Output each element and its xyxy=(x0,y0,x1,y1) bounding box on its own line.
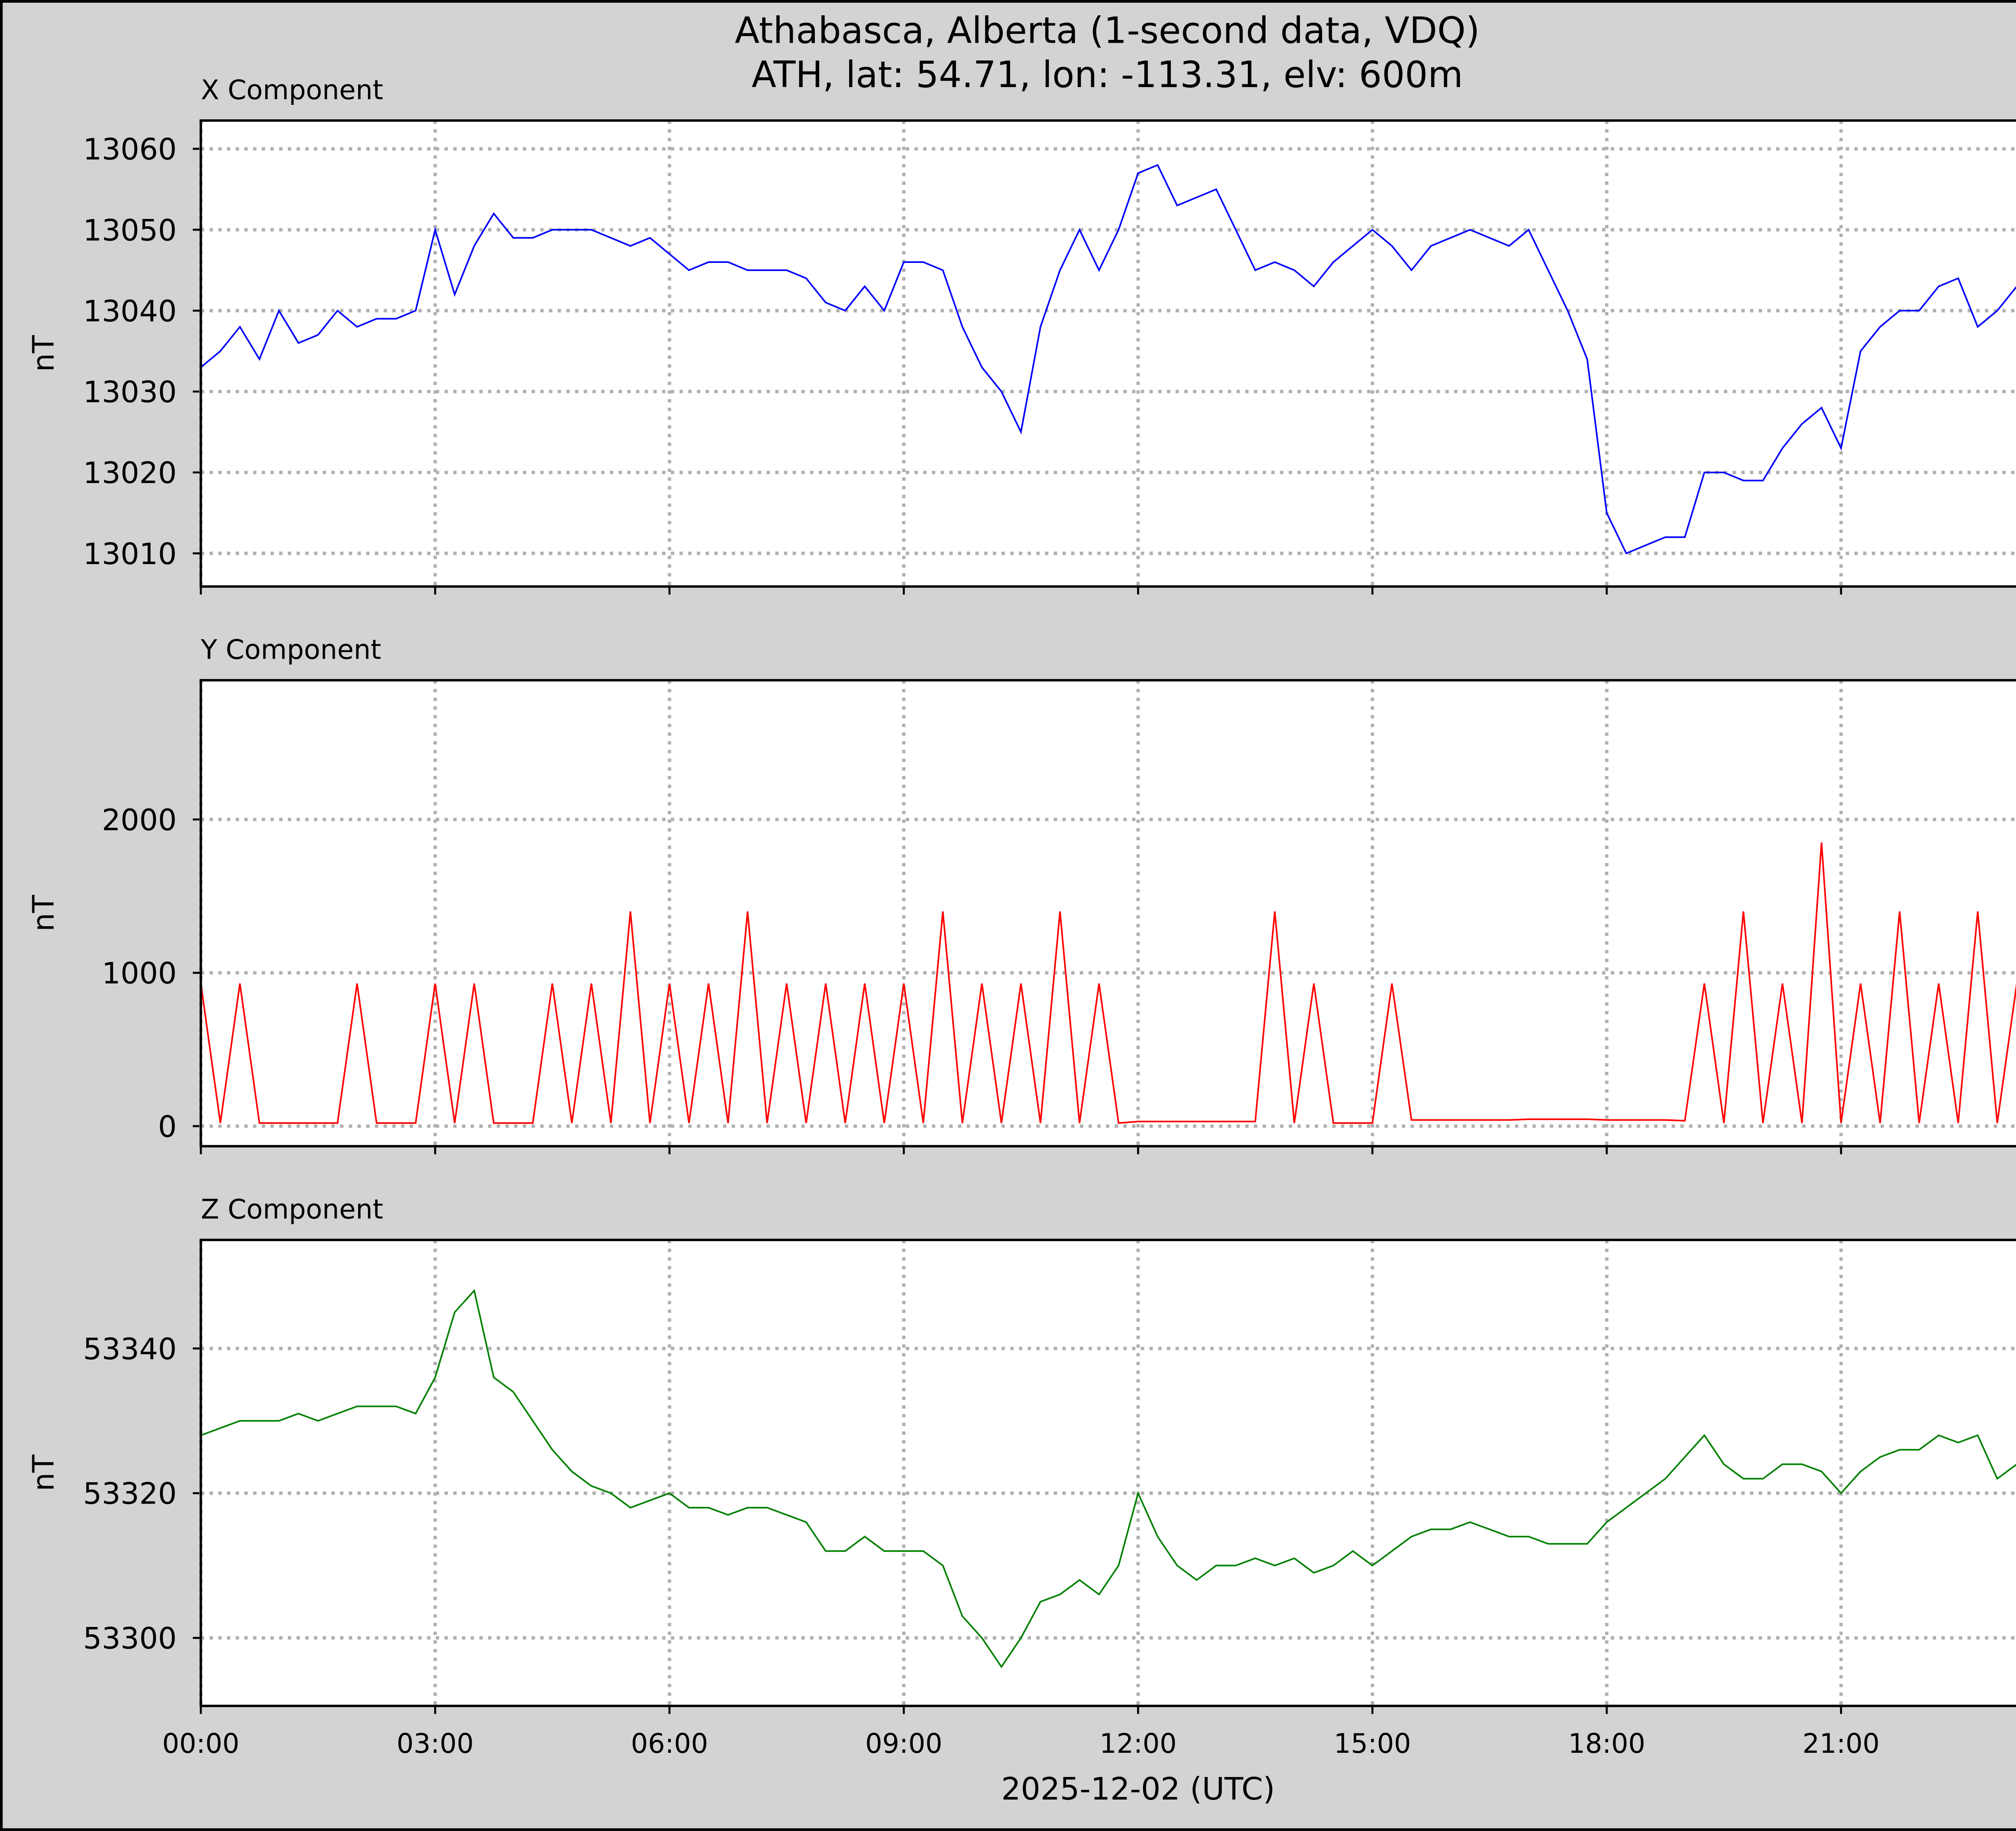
y-axis-label: nT xyxy=(27,1454,61,1491)
y-tick-label: 0 xyxy=(158,1110,177,1144)
y-tick-label: 13010 xyxy=(83,537,177,571)
plot-area xyxy=(201,120,2016,587)
x-tick-label: 00:00 xyxy=(162,1728,239,1759)
y-tick-label: 13040 xyxy=(83,294,177,329)
data-line xyxy=(200,1289,2016,1669)
plot-frame xyxy=(200,1239,2016,1707)
data-line xyxy=(200,164,2016,554)
y-axis-label: nT xyxy=(27,335,61,372)
plot-frame xyxy=(200,679,2016,1148)
y-tick-label: 13060 xyxy=(83,133,177,167)
panel-title: Z Component xyxy=(201,1194,383,1225)
y-tick-label: 13050 xyxy=(83,213,177,248)
y-axis-label: nT xyxy=(27,895,61,931)
plot-area xyxy=(201,680,2016,1146)
figure-subtitle: ATH, lat: 54.71, lon: -113.31, elv: 600m xyxy=(752,54,1463,96)
y-tick-label: 53300 xyxy=(83,1622,177,1656)
y-tick-label: 13030 xyxy=(83,375,177,410)
x-tick-label: 12:00 xyxy=(1100,1728,1177,1759)
x-tick-label: 18:00 xyxy=(1568,1728,1645,1759)
y-tick-label: 1000 xyxy=(102,956,177,991)
x-tick-label: 03:00 xyxy=(397,1728,474,1759)
plot-area xyxy=(201,1240,2016,1706)
y-tick-label: 13020 xyxy=(83,456,177,490)
x-tick-label: 21:00 xyxy=(1802,1728,1879,1759)
x-tick-label: 06:00 xyxy=(631,1728,708,1759)
y-tick-label: 53340 xyxy=(83,1332,177,1366)
y-tick-label: 2000 xyxy=(102,803,177,837)
x-tick-label: 09:00 xyxy=(865,1728,942,1759)
plot-frame xyxy=(200,119,2016,588)
panel-title: X Component xyxy=(201,74,383,106)
x-axis-label: 2025-12-02 (UTC) xyxy=(1001,1771,1275,1807)
figure-title: Athabasca, Alberta (1-second data, VDQ) xyxy=(735,10,1480,52)
data-line xyxy=(200,842,2016,1124)
x-tick-label: 15:00 xyxy=(1334,1728,1411,1759)
y-tick-label: 53320 xyxy=(83,1477,177,1511)
panel-title: Y Component xyxy=(200,634,381,665)
